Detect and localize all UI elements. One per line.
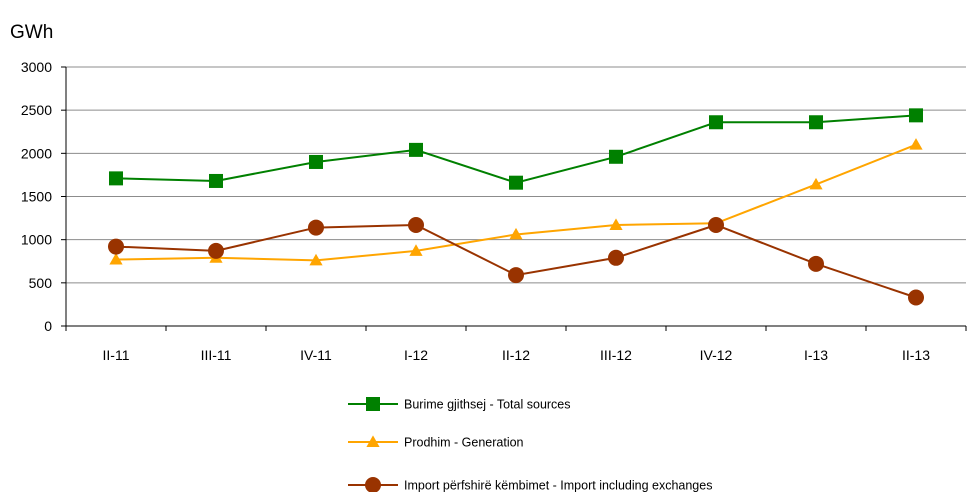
data-point-triangle: [909, 138, 923, 150]
y-tick-label: 3000: [21, 59, 52, 75]
data-point-circle: [408, 216, 424, 233]
legend-label: Prodhim - Generation: [404, 436, 524, 450]
data-point-circle: [508, 267, 524, 284]
data-point-circle: [208, 242, 224, 259]
x-tick-label: I-13: [804, 347, 828, 363]
y-axis-unit-label: GWh: [10, 22, 53, 43]
data-point-triangle: [409, 244, 423, 256]
data-point-circle: [908, 289, 924, 306]
data-point-square: [509, 175, 523, 190]
series-line: [115, 143, 917, 262]
data-point-circle: [108, 238, 124, 255]
y-tick-label: 0: [44, 318, 52, 334]
data-point-circle: [808, 255, 824, 272]
data-point-triangle: [809, 177, 823, 190]
data-point-circle: [365, 477, 381, 492]
data-point-square: [909, 108, 923, 123]
data-point-triangle: [109, 252, 123, 265]
series-1: [109, 108, 923, 190]
data-point-square: [609, 149, 623, 164]
gridlines: [66, 66, 966, 284]
y-tick-label: 2000: [21, 145, 52, 161]
legend: Burime gjithsej - Total sources Prodhim -…: [348, 397, 712, 492]
y-tick-label: 1500: [21, 189, 52, 205]
data-point-circle: [608, 249, 624, 266]
data-point-triangle: [509, 227, 523, 240]
x-tick-label: III-11: [201, 347, 232, 363]
x-axis-ticks: II-11 III-11 IV-11 I-12 II-12 III-12 IV-12 I-13…: [65, 326, 967, 363]
x-tick-label: IV-11: [300, 347, 332, 363]
data-point-square: [366, 397, 380, 411]
legend-label: Import përfshirë këmbimet - Import inclu…: [404, 479, 712, 492]
data-point-triangle: [366, 435, 380, 447]
x-tick-label: IV-12: [700, 347, 733, 363]
series-3: [108, 216, 924, 306]
y-tick-label: 500: [29, 275, 53, 291]
y-tick-label: 1000: [21, 232, 52, 248]
data-point-triangle: [609, 218, 623, 230]
x-tick-label: III-12: [600, 347, 632, 363]
series-line: [115, 114, 917, 184]
data-point-square: [409, 142, 423, 157]
data-point-circle: [308, 219, 324, 236]
data-point-circle: [708, 216, 724, 233]
series-2: [109, 138, 923, 266]
data-point-square: [709, 115, 723, 130]
x-tick-label: II-11: [103, 347, 130, 363]
data-point-square: [309, 154, 323, 169]
x-tick-label: II-13: [902, 347, 930, 363]
y-tick-label: 2500: [21, 102, 52, 118]
legend-item-2: Prodhim - Generation: [348, 435, 524, 450]
x-tick-label: I-12: [404, 347, 428, 363]
legend-label: Burime gjithsej - Total sources: [404, 398, 571, 412]
data-point-square: [109, 171, 123, 186]
x-tick-label: II-12: [502, 347, 530, 363]
data-point-triangle: [309, 253, 323, 266]
data-point-square: [209, 173, 223, 188]
data-point-square: [809, 115, 823, 130]
series: [108, 108, 924, 306]
y-axis-ticks: 0 500 1000 1500 2000 2500 3000: [21, 59, 66, 334]
legend-item-3: Import përfshirë këmbimet - Import inclu…: [348, 477, 712, 492]
legend-item-1: Burime gjithsej - Total sources: [348, 397, 571, 412]
